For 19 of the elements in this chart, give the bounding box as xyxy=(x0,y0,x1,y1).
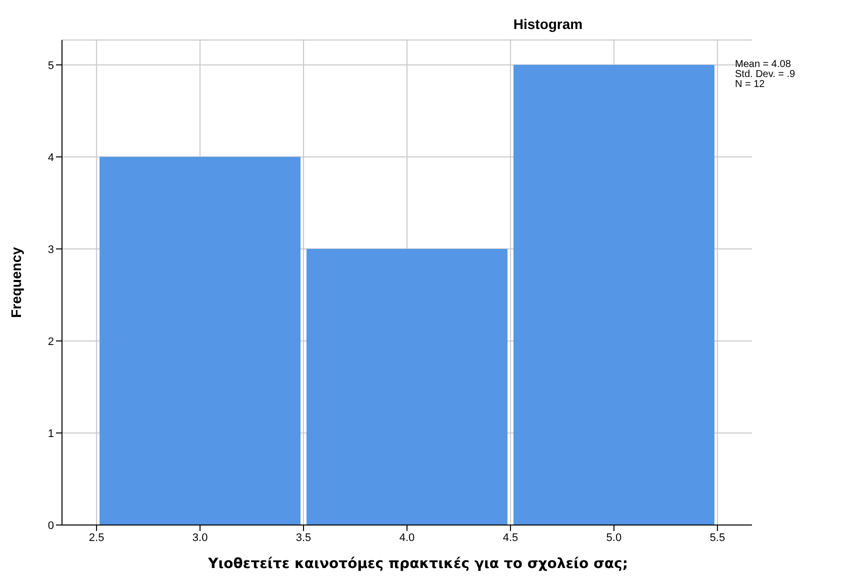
x-tick-label: 4.0 xyxy=(399,532,415,544)
y-axis-title: Frequency xyxy=(8,246,24,318)
y-tick-label: 1 xyxy=(48,428,54,440)
x-axis-title: Υιοθετείτε καινοτόμες πρακτικές για το σχολείο σας; xyxy=(207,556,629,572)
x-tick-label: 3.0 xyxy=(192,532,208,544)
y-tick-label: 4 xyxy=(48,152,54,164)
x-tick-label: 2.5 xyxy=(88,532,104,544)
y-tick-label: 3 xyxy=(48,244,54,256)
annotation: N = 12 xyxy=(735,79,766,90)
annotation: Mean = 4.08 xyxy=(735,59,792,70)
chart-title: Histogram xyxy=(512,16,584,32)
y-tick-label: 5 xyxy=(48,60,54,72)
annotation: Std. Dev. = .9 xyxy=(735,69,796,80)
x-tick-label: 5.0 xyxy=(606,532,622,544)
x-tick-label: 4.5 xyxy=(502,532,518,544)
x-tick-label: 5.5 xyxy=(710,532,726,544)
y-tick-label: 2 xyxy=(48,336,54,348)
x-tick-label: 3.5 xyxy=(296,532,312,544)
y-tick-label: 0 xyxy=(48,520,54,532)
